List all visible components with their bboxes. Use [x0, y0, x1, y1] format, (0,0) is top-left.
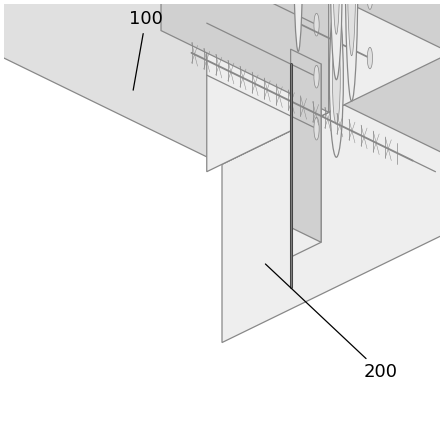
- Ellipse shape: [345, 0, 358, 101]
- Polygon shape: [291, 49, 321, 242]
- Polygon shape: [0, 0, 444, 164]
- Ellipse shape: [367, 47, 373, 69]
- Polygon shape: [191, 0, 444, 194]
- Polygon shape: [161, 0, 329, 112]
- Ellipse shape: [347, 0, 356, 56]
- Ellipse shape: [293, 0, 303, 51]
- Ellipse shape: [333, 0, 340, 34]
- Ellipse shape: [330, 0, 342, 80]
- Ellipse shape: [314, 117, 319, 140]
- Polygon shape: [329, 0, 444, 112]
- Polygon shape: [207, 0, 329, 172]
- Ellipse shape: [314, 13, 319, 36]
- Polygon shape: [222, 16, 444, 343]
- Ellipse shape: [367, 0, 373, 9]
- Ellipse shape: [333, 33, 340, 124]
- Ellipse shape: [314, 65, 319, 88]
- Polygon shape: [291, 64, 321, 257]
- Text: 200: 200: [266, 264, 397, 381]
- Polygon shape: [283, 0, 444, 53]
- Text: 100: 100: [129, 10, 163, 90]
- Ellipse shape: [329, 0, 343, 157]
